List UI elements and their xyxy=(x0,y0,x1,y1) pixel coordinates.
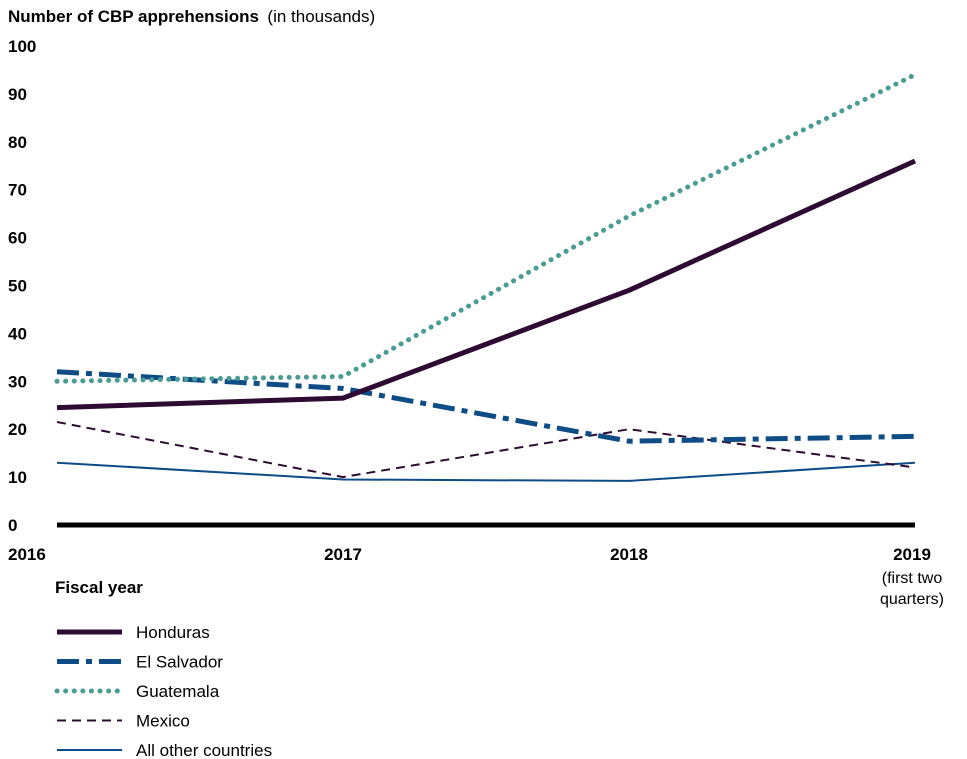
y-tick-label: 50 xyxy=(8,277,27,296)
legend-label: Mexico xyxy=(136,712,190,731)
series-line-el-salvador xyxy=(56,369,916,444)
x-tick-label: 2016 xyxy=(8,545,46,564)
legend-label: All other countries xyxy=(136,741,272,759)
chart-title-text: Number of CBP apprehensions xyxy=(8,7,259,26)
y-tick-label: 100 xyxy=(8,37,36,56)
y-tick-label: 80 xyxy=(8,133,27,152)
x-tick-label: 2019 xyxy=(893,545,931,564)
x-axis-label: Fiscal year xyxy=(55,578,143,597)
x-tick-label: 2017 xyxy=(324,545,362,564)
legend-label: Honduras xyxy=(136,623,210,642)
legend-label: El Salvador xyxy=(136,653,223,672)
x-axis-ticks: 2016 2017 2018 2019 (first two quarters) xyxy=(8,545,944,608)
y-tick-label: 30 xyxy=(8,372,27,391)
x-tick-sublabel: (first two xyxy=(882,570,943,587)
x-tick-label: 2018 xyxy=(610,545,648,564)
series-layer xyxy=(54,72,918,482)
series-line-all-other-countries xyxy=(56,461,916,482)
y-tick-label: 0 xyxy=(8,516,17,535)
y-tick-label: 20 xyxy=(8,420,27,439)
legend: Honduras El Salvador Guatemala Mexico All ot… xyxy=(54,623,272,759)
y-tick-label: 60 xyxy=(8,229,27,248)
y-axis-ticks: 0 10 20 30 40 50 60 70 80 90 100 xyxy=(8,37,36,535)
x-tick-sublabel: quarters) xyxy=(880,591,944,608)
y-tick-label: 10 xyxy=(8,468,27,487)
y-tick-label: 40 xyxy=(8,324,27,343)
series-line-guatemala xyxy=(54,72,918,384)
legend-label: Guatemala xyxy=(136,682,220,701)
y-tick-label: 70 xyxy=(8,181,27,200)
chart-title: Number of CBP apprehensions (in thousand… xyxy=(8,7,375,26)
y-tick-label: 90 xyxy=(8,85,27,104)
series-line-mexico xyxy=(56,421,916,479)
chart-title-unit: (in thousands) xyxy=(267,7,375,26)
series-line-honduras xyxy=(56,158,917,411)
